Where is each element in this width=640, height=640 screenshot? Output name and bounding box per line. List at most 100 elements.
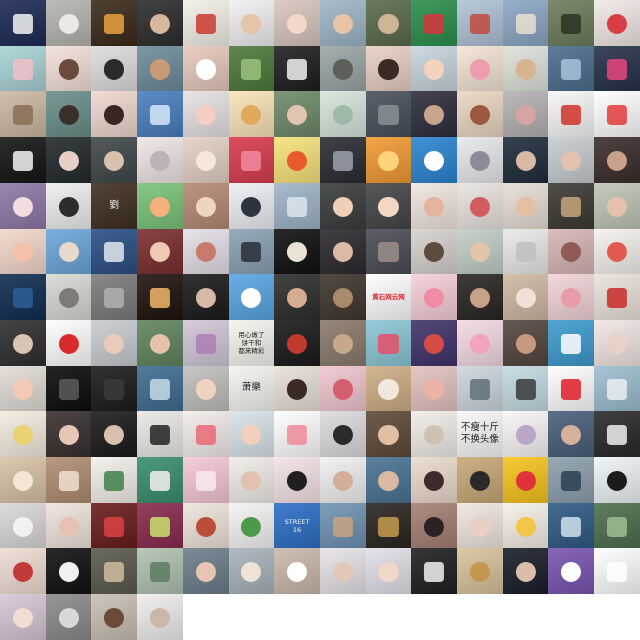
avatar-tile[interactable]	[594, 411, 640, 458]
avatar-tile[interactable]	[411, 228, 458, 275]
avatar-tile[interactable]	[548, 319, 595, 366]
avatar-tile[interactable]	[502, 0, 549, 46]
avatar-tile[interactable]	[137, 0, 183, 46]
avatar-tile[interactable]	[274, 91, 320, 138]
avatar-tile[interactable]	[228, 137, 275, 183]
avatar-tile[interactable]	[365, 91, 412, 138]
avatar-tile[interactable]	[502, 319, 549, 366]
avatar-tile[interactable]	[91, 45, 138, 92]
avatar-tile[interactable]	[365, 457, 412, 503]
avatar-tile[interactable]	[91, 319, 138, 366]
avatar-tile[interactable]	[594, 502, 640, 549]
avatar-tile[interactable]	[45, 228, 92, 275]
avatar-tile[interactable]	[365, 45, 412, 92]
avatar-tile[interactable]	[182, 274, 229, 320]
avatar-tile[interactable]	[182, 91, 229, 138]
avatar-tile[interactable]	[411, 182, 458, 229]
avatar-tile[interactable]	[411, 548, 458, 595]
avatar-tile[interactable]	[182, 502, 229, 549]
avatar-tile[interactable]	[0, 319, 46, 366]
avatar-tile[interactable]	[91, 548, 138, 595]
avatar-tile[interactable]	[228, 548, 275, 595]
avatar-tile[interactable]	[319, 91, 366, 138]
avatar-tile[interactable]	[319, 274, 366, 320]
avatar-tile[interactable]	[548, 228, 595, 275]
avatar-tile[interactable]	[0, 365, 46, 412]
avatar-tile[interactable]	[274, 411, 320, 458]
avatar-tile[interactable]	[91, 228, 138, 275]
avatar-tile[interactable]	[457, 274, 503, 320]
avatar-tile[interactable]	[0, 45, 46, 92]
avatar-tile[interactable]	[0, 182, 46, 229]
avatar-tile[interactable]	[457, 228, 503, 275]
avatar-tile[interactable]	[411, 411, 458, 458]
avatar-tile[interactable]	[502, 274, 549, 320]
avatar-tile[interactable]	[548, 548, 595, 595]
avatar-tile[interactable]	[45, 411, 92, 458]
avatar-tile[interactable]	[274, 45, 320, 92]
avatar-tile[interactable]	[137, 182, 183, 229]
avatar-tile[interactable]	[411, 502, 458, 549]
avatar-tile[interactable]	[502, 411, 549, 458]
avatar-tile[interactable]	[182, 228, 229, 275]
avatar-tile[interactable]	[137, 548, 183, 595]
avatar-tile[interactable]	[228, 182, 275, 229]
avatar-tile[interactable]	[228, 0, 275, 46]
avatar-tile[interactable]	[0, 411, 46, 458]
avatar-tile[interactable]	[594, 91, 640, 138]
avatar-tile[interactable]	[365, 502, 412, 549]
avatar-tile[interactable]	[319, 0, 366, 46]
avatar-tile[interactable]	[594, 319, 640, 366]
avatar-tile[interactable]	[0, 594, 46, 640]
avatar-tile[interactable]	[274, 228, 320, 275]
avatar-tile[interactable]	[457, 548, 503, 595]
avatar-tile[interactable]	[319, 182, 366, 229]
avatar-tile[interactable]	[45, 182, 92, 229]
avatar-tile[interactable]	[137, 457, 183, 503]
avatar-tile[interactable]	[137, 502, 183, 549]
avatar-tile[interactable]	[228, 45, 275, 92]
avatar-tile[interactable]	[548, 365, 595, 412]
avatar-tile[interactable]	[0, 274, 46, 320]
avatar-tile[interactable]	[502, 182, 549, 229]
avatar-tile[interactable]	[319, 228, 366, 275]
avatar-tile[interactable]	[228, 457, 275, 503]
avatar-tile[interactable]	[45, 365, 92, 412]
avatar-tile[interactable]	[411, 137, 458, 183]
avatar-tile[interactable]	[548, 45, 595, 92]
avatar-tile[interactable]: 萧樂	[228, 365, 275, 412]
avatar-tile[interactable]	[502, 457, 549, 503]
avatar-tile[interactable]	[502, 548, 549, 595]
avatar-tile[interactable]	[0, 91, 46, 138]
avatar-tile[interactable]	[182, 45, 229, 92]
avatar-tile[interactable]	[502, 502, 549, 549]
avatar-tile[interactable]	[137, 274, 183, 320]
avatar-tile[interactable]	[91, 594, 138, 640]
avatar-tile[interactable]	[274, 274, 320, 320]
avatar-tile[interactable]: STREET 16	[274, 502, 320, 549]
avatar-tile[interactable]	[91, 91, 138, 138]
avatar-tile[interactable]	[0, 457, 46, 503]
avatar-tile[interactable]	[502, 45, 549, 92]
avatar-tile[interactable]	[457, 137, 503, 183]
avatar-tile[interactable]	[0, 548, 46, 595]
avatar-tile[interactable]	[182, 548, 229, 595]
avatar-tile[interactable]	[0, 137, 46, 183]
avatar-tile[interactable]	[594, 45, 640, 92]
avatar-tile[interactable]	[411, 274, 458, 320]
avatar-tile[interactable]	[457, 91, 503, 138]
avatar-tile[interactable]	[182, 411, 229, 458]
avatar-tile[interactable]	[45, 137, 92, 183]
avatar-tile[interactable]	[365, 137, 412, 183]
avatar-tile[interactable]	[45, 594, 92, 640]
avatar-tile[interactable]	[319, 411, 366, 458]
avatar-tile[interactable]	[457, 182, 503, 229]
avatar-tile[interactable]	[457, 0, 503, 46]
avatar-tile[interactable]	[548, 0, 595, 46]
avatar-tile[interactable]	[228, 274, 275, 320]
avatar-tile[interactable]	[548, 137, 595, 183]
avatar-tile[interactable]	[91, 365, 138, 412]
avatar-tile[interactable]	[502, 91, 549, 138]
avatar-tile[interactable]	[548, 502, 595, 549]
avatar-tile[interactable]	[182, 137, 229, 183]
